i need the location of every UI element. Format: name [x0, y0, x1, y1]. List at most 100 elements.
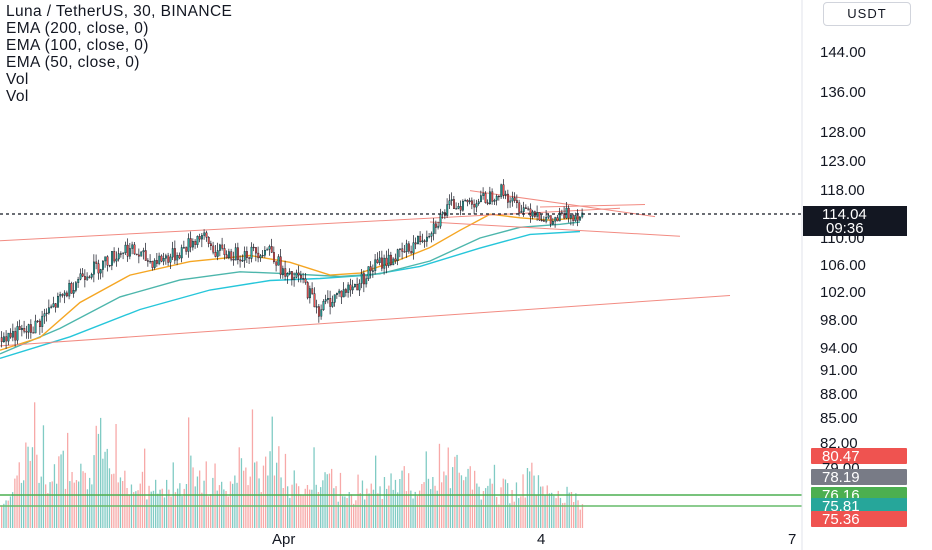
- volume-bar: [271, 416, 273, 528]
- candle-body: [426, 236, 428, 242]
- volume-bar: [496, 497, 498, 528]
- time-axis[interactable]: Apr 4 7: [272, 531, 796, 548]
- candle-body: [160, 255, 163, 262]
- candle-body: [165, 255, 167, 259]
- candle-body: [34, 320, 37, 334]
- candle-body: [237, 247, 239, 260]
- candle-body: [500, 184, 503, 198]
- candle-body: [84, 276, 86, 280]
- indicator-vol-2[interactable]: Vol: [6, 88, 29, 105]
- candle-body: [477, 201, 480, 204]
- candle-body: [54, 303, 57, 308]
- candle-body: [484, 193, 487, 203]
- candle-body: [491, 191, 494, 202]
- trendline: [429, 221, 681, 237]
- candle-body: [97, 263, 100, 274]
- currency-button[interactable]: USDT: [823, 2, 911, 26]
- candle-body: [135, 253, 138, 256]
- candle-body: [340, 290, 343, 298]
- volume-bar: [553, 495, 555, 528]
- candle-body: [333, 294, 336, 303]
- indicator-ema200[interactable]: EMA (200, close, 0): [6, 20, 149, 37]
- candle-body: [408, 243, 410, 252]
- candle-body: [23, 328, 26, 332]
- candle-body: [466, 199, 469, 203]
- candle-body: [61, 294, 64, 296]
- candle-body: [189, 238, 192, 248]
- volume-bar: [89, 477, 91, 528]
- volume-bar: [199, 470, 201, 528]
- volume-bar: [436, 490, 438, 528]
- volume-bar: [515, 482, 518, 528]
- candle-body: [336, 292, 338, 295]
- candle-body: [473, 204, 476, 208]
- price-tag-red: [811, 511, 907, 527]
- volume-bar: [368, 493, 370, 528]
- volume-bar: [234, 475, 236, 528]
- volume-bar: [364, 499, 366, 528]
- volume-bar: [458, 472, 460, 528]
- volume-bar: [529, 471, 531, 528]
- candle-body: [63, 292, 66, 296]
- volume-bar: [504, 479, 507, 528]
- ema50-line: [0, 213, 581, 351]
- price-tick-label: 91.00: [820, 362, 858, 379]
- ema100-line: [0, 221, 581, 355]
- indicator-ema50[interactable]: EMA (50, close, 0): [6, 54, 140, 71]
- volume-bar: [111, 474, 113, 528]
- volume-bar: [350, 494, 353, 528]
- volume-bar: [568, 492, 570, 528]
- candle-body: [257, 252, 260, 259]
- candle-body: [331, 302, 334, 307]
- volume-bar: [221, 481, 223, 528]
- candle-body: [520, 211, 523, 213]
- volume-bar: [82, 471, 84, 528]
- candle-body: [106, 256, 109, 266]
- volume-bar: [225, 491, 227, 528]
- candle-body: [327, 298, 329, 300]
- volume-bar: [60, 454, 62, 528]
- volume-bar: [168, 489, 170, 528]
- candle-body: [117, 253, 120, 260]
- candle-body: [52, 303, 55, 307]
- volume-bar: [69, 481, 71, 528]
- volume-bar: [245, 467, 247, 528]
- volume-bar: [526, 468, 529, 528]
- candle-body: [25, 331, 28, 333]
- volume-bar: [137, 490, 139, 528]
- candle-body: [241, 260, 244, 262]
- volume-bar: [577, 500, 579, 528]
- volume-bar: [135, 491, 137, 528]
- volume-bar: [117, 482, 119, 528]
- candle-body: [390, 254, 392, 266]
- volume-bar: [463, 480, 465, 528]
- volume-bar: [258, 478, 260, 528]
- candle-body: [399, 248, 401, 250]
- volume-bar: [265, 456, 267, 528]
- volume-bar: [122, 481, 124, 528]
- candle-body: [239, 259, 242, 262]
- volume-bar: [298, 486, 300, 528]
- price-tag-label: 75.81: [822, 498, 860, 515]
- candle-body: [149, 261, 152, 263]
- volume-bar: [192, 467, 194, 528]
- price-axis[interactable]: 144.00136.00128.00123.00118.00110.00106.…: [820, 44, 866, 452]
- candle-body: [66, 292, 68, 297]
- candle-body: [196, 236, 199, 245]
- candle-body: [270, 246, 273, 253]
- candle-body: [41, 315, 44, 327]
- volume-bar: [289, 497, 291, 528]
- volume-bar: [419, 490, 421, 528]
- candle-body: [151, 261, 154, 268]
- candle-body: [311, 288, 314, 294]
- volume-bar: [432, 477, 434, 528]
- volume-bar: [509, 503, 511, 528]
- candle-body: [205, 232, 208, 238]
- indicator-vol-1[interactable]: Vol: [6, 71, 29, 88]
- candle-body: [81, 273, 84, 277]
- symbol-title[interactable]: Luna / TetherUS, 30, BINANCE: [6, 3, 233, 20]
- volume-bar: [260, 492, 262, 528]
- indicator-ema100[interactable]: EMA (100, close, 0): [6, 37, 149, 54]
- candle-body: [158, 255, 161, 264]
